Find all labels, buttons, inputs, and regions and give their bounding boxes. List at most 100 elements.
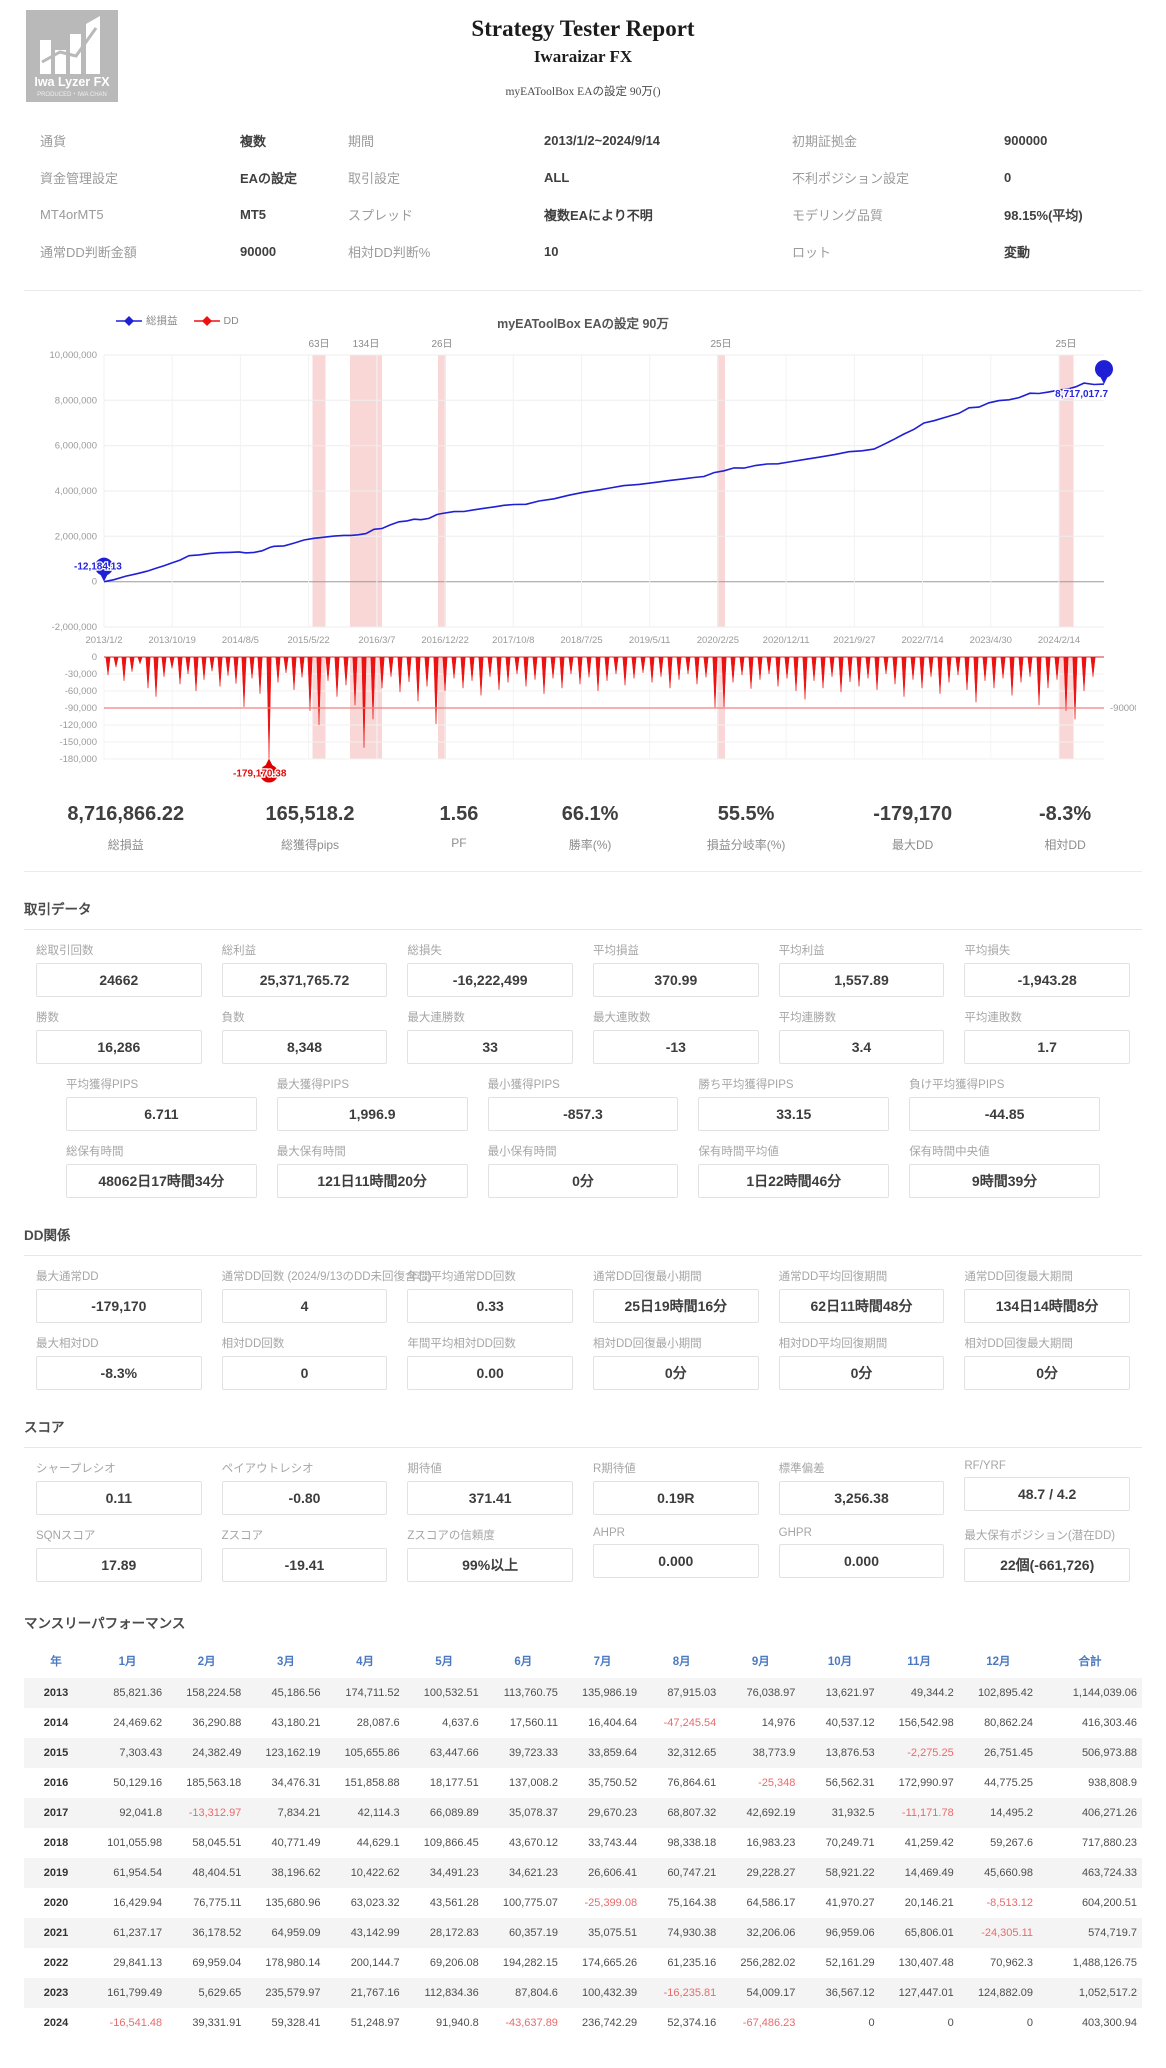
value-cell: 7,303.43 (119, 1747, 163, 1759)
year-cell: 2019 (43, 1867, 69, 1879)
stat-value-box: 0 (221, 1356, 388, 1390)
value-cell: 14,495.2 (990, 1807, 1033, 1819)
stat-cell: 相対DD回復最小期間 0分 (593, 1335, 759, 1390)
setting-label: 通常DD判断金額 (40, 245, 137, 260)
value-cell: 17,560.11 (509, 1717, 558, 1729)
value-cell: 76,775.11 (193, 1897, 242, 1909)
stat-row: 最大通常DD -179,170 通常DD回数 (2024/9/13のDD未回復含む)… (24, 1268, 1142, 1323)
year-cell: 2014 (43, 1717, 69, 1729)
x-axis-label: 2018/7/25 (560, 635, 602, 646)
y-axis-label: 8,000,000 (55, 395, 97, 406)
total-cell: 403,300.94 (1081, 2017, 1137, 2029)
value-cell: 21,767.16 (350, 1987, 400, 1999)
equity-legend-marker-icon (116, 315, 142, 326)
dd-y-axis-label: -180,000 (59, 754, 97, 765)
section-title-monthly: マンスリーパフォーマンス (24, 1616, 186, 1631)
year-cell: 2024 (43, 2017, 69, 2029)
summary-item: 55.5% 損益分岐率(%) (661, 803, 831, 853)
dd-y-axis-label: 0 (92, 653, 97, 663)
value-cell: 60,357.19 (509, 1927, 558, 1939)
table-row-2014: 2014 24,469.62 36,290.88 43,180.21 28,087.6 4… (24, 1708, 1142, 1738)
stat-cell: GHPR 0.000 (778, 1527, 945, 1582)
stat-cell: 期待値 371.41 (407, 1460, 573, 1515)
value-cell: 87,804.6 (515, 1987, 558, 1999)
stat-label: 平均損益 (593, 945, 639, 957)
month-header-cell: 年 (50, 1656, 62, 1668)
value-cell: 98,338.18 (667, 1837, 717, 1849)
dd-relation-section: DD関係 最大通常DD -179,170 通常DD回数 (2024/9/13のDD未回… (0, 1224, 1166, 1390)
stat-cell: 平均連敗数 1.7 (964, 1009, 1130, 1064)
value-cell: 16,404.64 (588, 1717, 638, 1729)
month-header-cell: 2月 (197, 1656, 216, 1668)
total-cell: 416,303.46 (1081, 1717, 1137, 1729)
value-cell: 35,750.52 (588, 1777, 638, 1789)
stat-label: 標準偏差 (778, 1463, 825, 1475)
value-cell: 26,751.45 (984, 1747, 1033, 1759)
setting-value: MT5 (240, 207, 266, 222)
score-section: スコア シャープレシオ 0.11 ペイアウトレシオ -0.80 期待値 371.41 R期待値… (0, 1416, 1166, 1582)
stat-value-box: 22個(-661,726) (964, 1548, 1130, 1582)
x-axis-label: 2015/5/22 (287, 635, 329, 646)
summary-value: -179,170 (873, 803, 953, 825)
value-cell: 63,447.66 (429, 1747, 479, 1759)
annotation-label: 134日 (353, 339, 380, 350)
stat-cell: Zスコア -19.41 (221, 1527, 388, 1582)
stat-cell: 勝数 16,286 (36, 1009, 202, 1064)
start-balloon (95, 557, 113, 582)
value-cell: 34,491.23 (429, 1867, 479, 1879)
dd-y-axis-label: -30,000 (65, 669, 97, 680)
value-cell: 24,382.49 (192, 1747, 242, 1759)
stat-value-box: 4 (221, 1289, 388, 1323)
value-cell: 50,129.16 (113, 1777, 163, 1789)
value-cell: 18,177.51 (429, 1777, 479, 1789)
x-axis-label: 2016/3/7 (358, 635, 395, 646)
table-row-2024: 2024 -16,541.48 39,331.91 59,328.41 51,248.9… (24, 2008, 1142, 2038)
stat-cell: 通常DD回数 (2024/9/13のDD未回復含む) 4 (221, 1268, 432, 1323)
value-cell: 48,404.51 (192, 1867, 242, 1879)
stat-value-box: 134日14時間8分 (964, 1289, 1130, 1323)
value-cell: 34,476.31 (271, 1777, 321, 1789)
value-cell: 35,078.37 (509, 1807, 558, 1819)
value-cell: 0 (1026, 2017, 1033, 2029)
stat-cell: 最大保有時間 121日11時間20分 (276, 1143, 468, 1198)
divider (24, 871, 1142, 872)
stat-label: 総損失 (407, 945, 442, 957)
setting-value: 複数EAにより不明 (544, 208, 653, 223)
value-cell: 56,562.31 (825, 1777, 875, 1789)
month-header-cell: 9月 (751, 1656, 770, 1668)
settings-row: 資金管理設定 EAの設定 取引設定 ALL 不利ポジション設定 0 (40, 159, 1130, 196)
stat-label: 勝数 (36, 1012, 59, 1024)
value-cell: -25,348 (758, 1777, 796, 1789)
dd-y-axis-label: -90,000 (65, 703, 97, 714)
total-cell: 604,200.51 (1081, 1897, 1137, 1909)
logo-subtitle: PRODUCED・IWA CHAN (37, 92, 107, 98)
month-header-cell: 11月 (907, 1656, 931, 1668)
year-cell: 2023 (43, 1987, 69, 1999)
stat-value-box: 0.00 (407, 1356, 573, 1390)
page-title: Strategy Tester Report (471, 16, 695, 41)
value-cell: 76,864.61 (667, 1777, 717, 1789)
stat-cell: 相対DD回数 0 (221, 1335, 388, 1390)
stat-value-box: 48062日17時間34分 (66, 1164, 257, 1198)
stat-value-box: 3.4 (778, 1030, 945, 1064)
value-cell: 105,655.86 (344, 1747, 400, 1759)
stat-row: SQNスコア 17.89 Zスコア -19.41 Zスコアの信頼度 99%以上 AHPR 0.… (24, 1527, 1142, 1582)
stat-cell: SQNスコア 17.89 (36, 1527, 202, 1582)
value-cell: 28,087.6 (356, 1717, 400, 1729)
value-cell: 13,876.53 (825, 1747, 875, 1759)
value-cell: 63,023.32 (350, 1897, 400, 1909)
stat-label: Zスコア (221, 1530, 264, 1542)
annotation-label: 25日 (710, 339, 731, 350)
value-cell: 49,344.2 (910, 1687, 954, 1699)
year-cell: 2022 (43, 1957, 69, 1969)
summary-label: 損益分岐率(%) (706, 838, 786, 852)
value-cell: 44,629.1 (356, 1837, 400, 1849)
stat-label: 相対DD平均回復期間 (778, 1338, 888, 1350)
stat-label: Zスコアの信頼度 (407, 1530, 495, 1542)
stat-value-box: 62日11時間48分 (778, 1289, 945, 1323)
dd-legend-marker-icon (193, 315, 220, 326)
value-cell: 16,429.94 (113, 1897, 163, 1909)
summary-value: 55.5% (717, 803, 775, 825)
value-cell: 32,312.65 (667, 1747, 717, 1759)
table-row-2020: 2020 16,429.94 76,775.11 135,680.96 63,023.3… (24, 1888, 1142, 1918)
